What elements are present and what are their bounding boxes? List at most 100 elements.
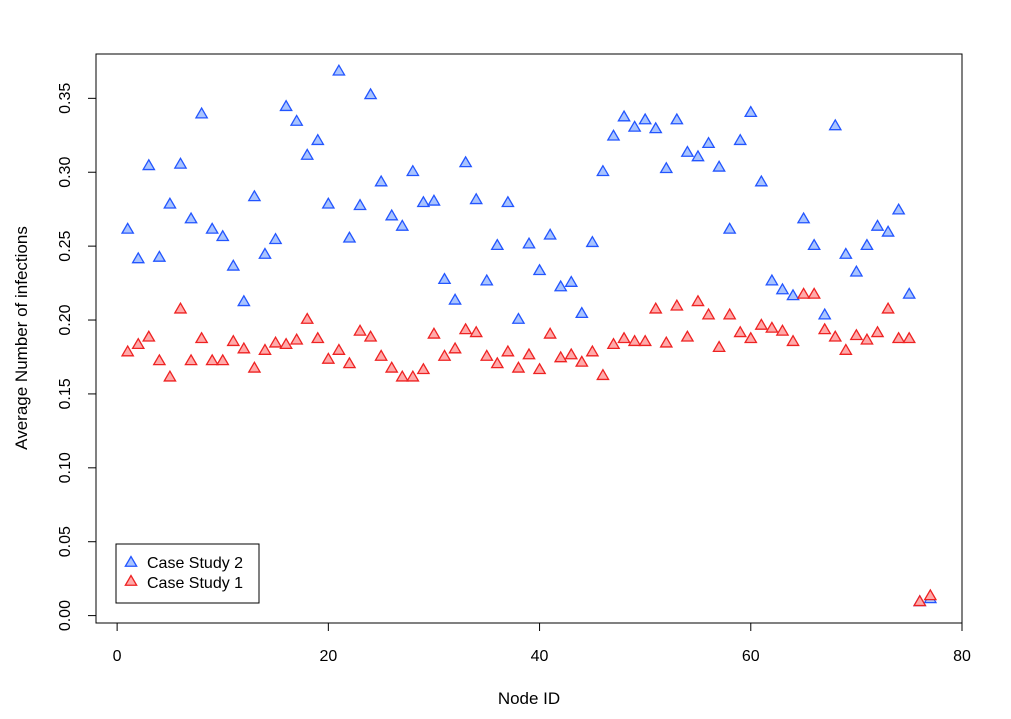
point-case-study-1	[701, 307, 716, 320]
point-case-study-2	[627, 120, 642, 132]
point-case-study-1	[215, 353, 230, 366]
point-case-study-1	[237, 341, 251, 354]
point-case-study-1	[817, 322, 832, 335]
point-case-study-1	[680, 329, 695, 342]
point-case-study-2	[215, 229, 230, 242]
point-case-study-2	[416, 195, 431, 208]
point-case-study-1	[374, 349, 388, 361]
point-case-study-2	[881, 225, 895, 237]
point-case-study-1	[881, 301, 895, 314]
point-case-study-1	[152, 353, 167, 366]
legend-label-case-study-2: Case Study 2	[147, 555, 243, 572]
point-case-study-1	[902, 331, 916, 344]
point-case-study-2	[163, 196, 177, 209]
y-tick-label: 0.15	[57, 378, 74, 409]
point-case-study-2	[458, 155, 473, 168]
legend: Case Study 2 Case Study 1	[115, 543, 260, 604]
point-case-study-1	[860, 332, 874, 345]
point-case-study-2	[152, 250, 167, 262]
point-case-study-1	[596, 368, 610, 381]
point-case-study-2	[648, 121, 663, 134]
x-tick-label: 60	[742, 648, 760, 665]
point-case-study-2	[891, 202, 906, 215]
point-case-study-1	[828, 329, 843, 342]
y-tick-label: 0.25	[57, 230, 74, 261]
x-tick-label: 40	[531, 648, 549, 665]
point-case-study-1	[342, 356, 357, 369]
point-case-study-1	[511, 361, 526, 373]
point-case-study-1	[321, 352, 336, 364]
point-case-study-2	[501, 195, 515, 208]
point-case-study-1	[627, 334, 642, 347]
point-case-study-1	[131, 337, 146, 350]
point-case-study-1	[532, 362, 547, 375]
point-case-study-2	[712, 160, 726, 172]
point-case-study-2	[680, 145, 695, 157]
point-case-study-1	[363, 329, 378, 342]
point-case-study-1	[332, 343, 346, 355]
point-case-study-2	[786, 288, 800, 301]
point-case-study-1	[786, 334, 800, 347]
point-case-study-1	[891, 331, 906, 344]
point-case-study-2	[543, 227, 557, 240]
point-case-study-1	[310, 331, 325, 344]
point-case-study-1	[258, 343, 272, 355]
point-case-study-2	[226, 259, 241, 271]
point-case-study-2	[184, 211, 198, 224]
point-case-study-2	[268, 232, 283, 245]
point-case-study-2	[310, 133, 325, 146]
point-case-study-2	[205, 222, 219, 234]
point-case-study-1	[469, 325, 483, 338]
y-tick-label: 0.30	[57, 157, 74, 188]
y-tick-label: 0.20	[57, 304, 74, 335]
point-case-study-2	[258, 247, 272, 259]
point-case-study-1	[194, 331, 209, 344]
point-case-study-1	[839, 343, 853, 355]
point-case-study-2	[670, 112, 684, 125]
point-case-study-2	[532, 263, 547, 276]
y-axis: 0.00 0.05 0.10 0.15 0.20 0.25 0.30 0.35	[57, 83, 97, 631]
point-case-study-2	[490, 238, 505, 251]
y-tick-label: 0.35	[57, 83, 74, 114]
point-case-study-1	[479, 349, 494, 361]
x-tick-label: 20	[319, 648, 337, 665]
point-case-study-2	[300, 148, 315, 160]
point-case-study-1	[870, 325, 885, 338]
point-case-study-2	[596, 164, 610, 177]
point-case-study-1	[395, 369, 410, 382]
point-case-study-2	[427, 193, 441, 206]
point-case-study-2	[120, 222, 135, 234]
legend-box	[115, 543, 260, 604]
point-case-study-2	[173, 157, 188, 169]
point-case-study-1	[912, 594, 927, 607]
point-case-study-1	[722, 307, 737, 320]
point-case-study-1	[733, 325, 748, 338]
x-tick-label: 0	[113, 648, 122, 665]
x-axis: 0 20 40 60 80	[113, 622, 971, 665]
legend-marker-case-study-1	[124, 574, 138, 586]
point-case-study-1	[754, 318, 769, 330]
point-case-study-2	[765, 273, 779, 286]
data-points	[120, 63, 938, 607]
y-tick-label: 0.05	[57, 526, 74, 557]
point-case-study-2	[722, 222, 737, 234]
point-case-study-1	[406, 369, 420, 382]
x-tick-label: 80	[953, 648, 971, 665]
point-case-study-1	[807, 287, 821, 299]
point-case-study-1	[384, 361, 399, 373]
point-case-study-2	[289, 114, 304, 126]
point-case-study-1	[796, 287, 811, 299]
legend-marker-case-study-2	[124, 555, 138, 567]
point-case-study-1	[849, 328, 864, 341]
point-case-study-1	[173, 301, 188, 314]
point-case-study-1	[458, 322, 473, 335]
point-case-study-1	[279, 337, 293, 350]
point-case-study-1	[575, 355, 589, 367]
point-case-study-1	[300, 312, 315, 324]
point-case-study-2	[553, 279, 568, 292]
point-case-study-1	[120, 344, 135, 357]
point-case-study-1	[659, 335, 674, 348]
point-case-study-2	[395, 219, 410, 231]
point-case-study-1	[522, 347, 536, 360]
